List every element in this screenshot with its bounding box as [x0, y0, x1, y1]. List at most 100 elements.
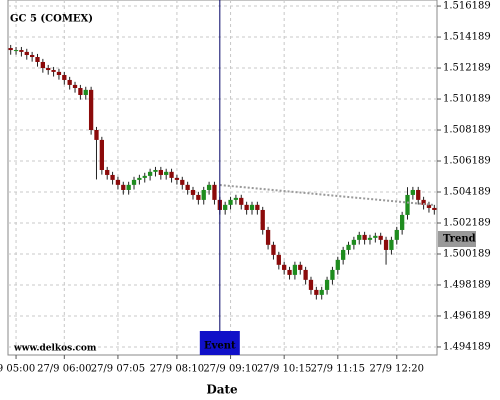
x-tick-label: 27/9 06:00: [37, 364, 91, 375]
candle-body: [239, 197, 244, 205]
candle-body: [287, 269, 292, 275]
event-box: [199, 331, 240, 355]
candle-body: [233, 197, 239, 200]
candle-body: [164, 171, 169, 175]
candle-body: [426, 204, 432, 208]
candle-body: [394, 229, 399, 240]
candle-body: [346, 244, 351, 250]
candle-body: [185, 184, 190, 190]
y-tick-label: 1.508189: [443, 125, 491, 136]
candle-body: [357, 234, 362, 240]
trend-label-box: [438, 231, 476, 248]
candle-body: [265, 229, 271, 245]
candle-body: [351, 239, 357, 245]
watermark: www.delkos.com: [13, 344, 97, 354]
candle-body: [319, 289, 324, 295]
candle-body: [271, 244, 276, 255]
candle-body: [78, 88, 83, 95]
candle-body: [121, 184, 126, 190]
candle-body: [51, 70, 56, 72]
candle-body: [62, 74, 67, 80]
candle-body: [389, 239, 394, 250]
candle-body: [212, 184, 217, 200]
candle-body: [308, 279, 314, 290]
candle-body: [196, 194, 201, 200]
candle-body: [67, 79, 72, 85]
candle-body: [324, 279, 330, 290]
candle-body: [83, 89, 88, 95]
candle-body: [282, 264, 287, 270]
candle-body: [13, 50, 19, 52]
candle-body: [19, 50, 24, 52]
candle-body: [158, 169, 163, 175]
candle-body: [399, 214, 405, 230]
plot-frame: [7, 0, 438, 356]
x-tick-label: 27/9 12:20: [370, 364, 424, 375]
y-tick-label: 1.500189: [443, 248, 491, 259]
candle-body: [174, 177, 180, 180]
candle-body: [303, 269, 308, 280]
candle-body: [383, 239, 389, 250]
candle-body: [137, 177, 142, 180]
candle-body: [228, 199, 233, 205]
x-tick-label: 27/9 09:10: [203, 364, 257, 375]
candle-body: [153, 169, 158, 172]
candle-body: [260, 209, 265, 230]
x-axis-title: Date: [206, 383, 238, 397]
candle-body: [46, 68, 51, 71]
candle-body: [410, 189, 416, 195]
candle-body: [276, 254, 281, 265]
y-tick-label: 1.512189: [443, 63, 491, 74]
candle-body: [249, 204, 255, 210]
event-label: Event: [204, 341, 236, 352]
y-tick-label: 1.514189: [443, 32, 491, 43]
candle-body: [29, 55, 35, 58]
candle-body: [341, 249, 346, 260]
candle-body: [362, 234, 367, 240]
x-tick-label: 27/9 11:15: [311, 364, 365, 375]
chart-title: GC 5 (COMEX): [10, 14, 93, 25]
candle-body: [335, 259, 340, 270]
candle-body: [105, 169, 110, 175]
candle-body: [206, 184, 212, 190]
candle-body: [88, 89, 94, 131]
candle-body: [367, 237, 373, 240]
candle-body: [110, 174, 115, 180]
candle-body: [147, 171, 153, 176]
candle-body: [115, 179, 121, 185]
candle-body: [378, 235, 383, 240]
y-tick-label: 1.498189: [443, 279, 491, 290]
x-tick-label: 27/9 07:05: [91, 364, 145, 375]
candle-body: [99, 139, 104, 170]
candle-body: [94, 130, 99, 140]
candle-body: [40, 61, 46, 69]
candle-body: [142, 175, 147, 178]
y-tick-label: 1.496189: [443, 310, 491, 321]
x-tick-label: 9 05:00: [0, 364, 35, 375]
candle-body: [298, 264, 303, 270]
plot: [8, 0, 437, 355]
candle-body: [169, 171, 174, 178]
candle-body: [314, 289, 319, 295]
candle-body: [330, 269, 335, 280]
candle-body: [24, 51, 29, 56]
y-tick-label: 1.502189: [443, 217, 491, 228]
y-tick-label: 1.494189: [443, 341, 491, 352]
x-tick-label: 27/9 08:10: [150, 364, 204, 375]
y-tick-label: 1.506189: [443, 156, 491, 167]
candle-body: [35, 57, 40, 62]
candle-body: [190, 189, 196, 195]
candle-body: [56, 71, 62, 75]
candle-body: [180, 179, 185, 185]
candle-body: [292, 264, 298, 275]
candle-body: [373, 235, 378, 238]
candle-body: [72, 84, 78, 89]
candle-body: [131, 179, 137, 185]
x-tick-label: 27/9 10:15: [257, 364, 311, 375]
y-tick-label: 1.516189: [443, 1, 491, 12]
y-tick-label: 1.504189: [443, 187, 491, 198]
candle-body: [8, 48, 13, 51]
candle-body: [126, 184, 131, 190]
candle-body: [421, 199, 426, 205]
